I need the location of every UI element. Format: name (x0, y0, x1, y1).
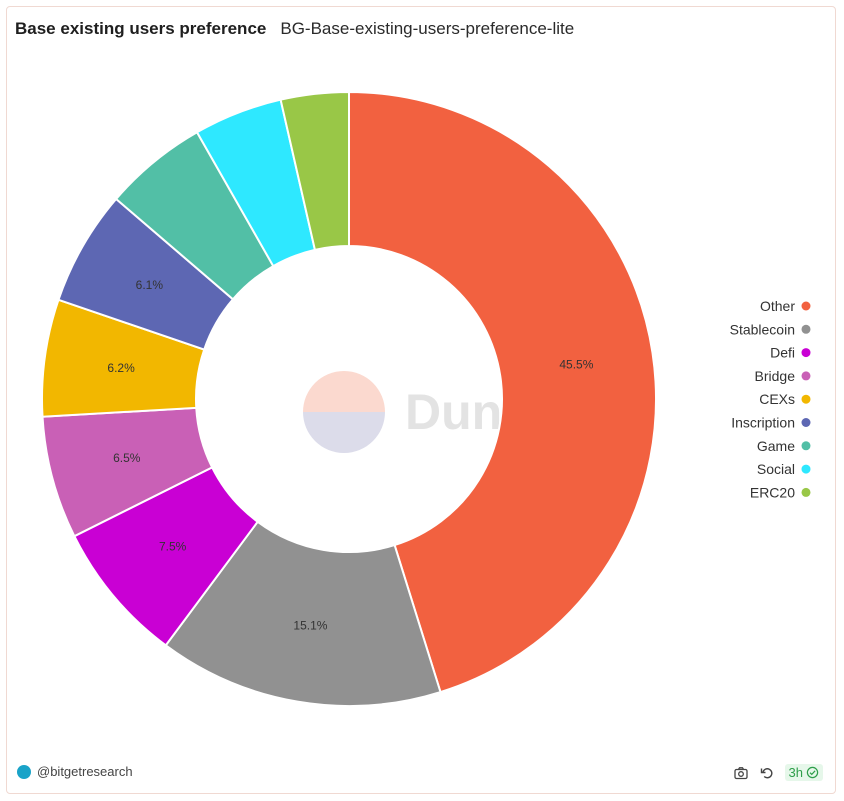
watermark-logo-top (303, 371, 385, 412)
camera-icon[interactable] (733, 765, 749, 781)
chart-card: Base existing users preference BG-Base-e… (6, 6, 836, 794)
query-name-link[interactable]: BG-Base-existing-users-preference-lite (280, 19, 575, 38)
legend-label: Social (757, 461, 795, 477)
legend-label: Bridge (755, 368, 796, 384)
legend-item-cexs[interactable]: CEXs (759, 391, 811, 407)
legend-label: ERC20 (750, 484, 795, 500)
legend-swatch (801, 348, 811, 358)
slice-label-other: 45.5% (559, 357, 593, 371)
author-avatar (17, 764, 31, 779)
legend-item-social[interactable]: Social (757, 461, 811, 477)
legend-label: Game (757, 438, 795, 454)
footer-actions: 3h (733, 764, 823, 781)
legend-item-bridge[interactable]: Bridge (755, 368, 811, 384)
slice-label-cexs: 6.2% (107, 361, 135, 375)
slice-other[interactable] (348, 90, 657, 694)
refresh-age: 3h (788, 765, 803, 780)
legend-item-erc20[interactable]: ERC20 (750, 484, 811, 500)
chart-title: Base existing users preference (15, 19, 267, 38)
legend-label: Inscription (731, 415, 795, 431)
legend-swatch (801, 301, 811, 311)
slice-label-inscription: 6.1% (136, 278, 164, 292)
legend-label: CEXs (759, 391, 795, 407)
slice-label-bridge: 6.5% (113, 451, 141, 465)
legend-swatch (801, 487, 811, 497)
slice-labels: 45.5% 15.1% 7.5% 6.5% 6.2% 6.1% (107, 278, 593, 633)
slice-erc20[interactable] (279, 90, 350, 252)
slice-label-stablecoin: 15.1% (293, 619, 327, 633)
check-circle-icon (806, 766, 819, 779)
legend-item-defi[interactable]: Defi (770, 345, 811, 361)
legend-item-game[interactable]: Game (757, 438, 811, 454)
legend-swatch (801, 418, 811, 427)
legend-item-inscription[interactable]: Inscription (731, 415, 811, 431)
legend-swatch (801, 371, 811, 381)
donut-chart: Dune 45.5%15.1%7.5%6.5%6.2%6.1% OtherSta… (41, 90, 811, 707)
legend-label: Stablecoin (730, 321, 795, 337)
legend-label: Defi (770, 345, 795, 361)
slice-stablecoin[interactable] (164, 520, 442, 707)
legend-item-stablecoin[interactable]: Stablecoin (730, 321, 811, 337)
chart-legend: Other Stablecoin Defi Bridge CEXs Inscription… (730, 298, 811, 500)
donut-slices (41, 90, 657, 707)
undo-icon[interactable] (759, 765, 775, 781)
footer-author: @bitgetresearch (17, 764, 133, 779)
legend-swatch (801, 464, 811, 474)
watermark-logo-bottom (303, 412, 385, 453)
legend-swatch (801, 441, 811, 451)
refresh-status-badge[interactable]: 3h (784, 764, 823, 781)
legend-label: Other (760, 298, 795, 314)
legend-item-other[interactable]: Other (760, 298, 811, 314)
legend-swatch (801, 394, 811, 404)
legend-swatch (801, 324, 811, 334)
author-handle[interactable]: @bitgetresearch (37, 764, 133, 779)
slice-label-defi: 7.5% (159, 540, 187, 554)
chart-header: Base existing users preference BG-Base-e… (15, 19, 574, 39)
